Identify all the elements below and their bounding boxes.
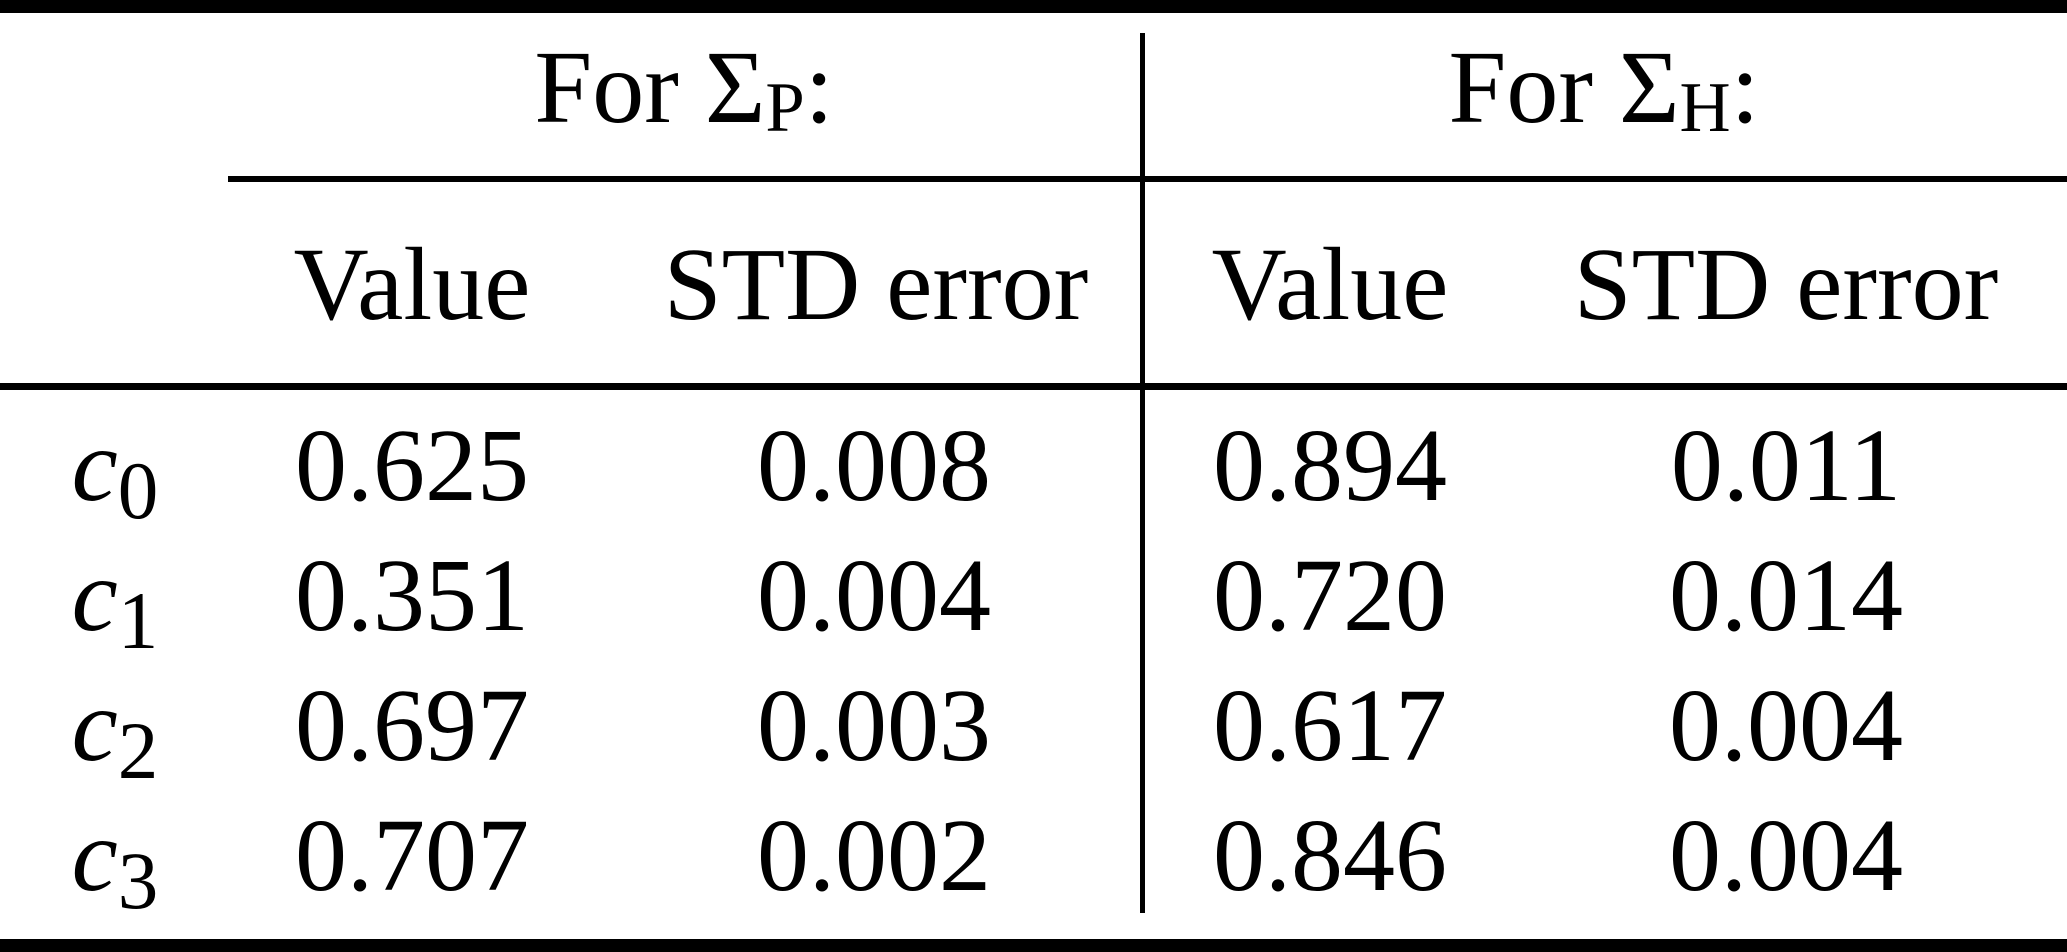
sigma-h-subscript: H xyxy=(1679,69,1731,148)
sigma-p-subscript: P xyxy=(765,69,805,148)
column-header-std-h: STD error xyxy=(1573,227,1999,342)
group-header-sigma-p: For ΣP: xyxy=(534,28,833,149)
row-label-subscript: 0 xyxy=(117,445,159,536)
row-label-base: c xyxy=(71,668,118,783)
row-label-c2: c2 xyxy=(72,666,159,798)
cell-h-value-c0: 0.894 xyxy=(1213,408,1447,523)
group-header-sigma-h: For ΣH: xyxy=(1449,28,1760,149)
row-label-subscript: 2 xyxy=(117,705,159,796)
cell-p-value-c3: 0.707 xyxy=(295,798,529,913)
cell-p-std-c0: 0.008 xyxy=(757,408,991,523)
group-header-colon: : xyxy=(804,30,834,145)
group-header-colon: : xyxy=(1730,30,1760,145)
row-label-base: c xyxy=(71,408,118,523)
cell-h-value-c2: 0.617 xyxy=(1213,668,1447,783)
cell-p-value-c2: 0.697 xyxy=(295,668,529,783)
cell-h-std-c0: 0.011 xyxy=(1670,408,1902,523)
column-header-std-p: STD error xyxy=(663,227,1089,342)
cell-p-value-c1: 0.351 xyxy=(295,538,529,653)
table-top-rule xyxy=(0,0,2067,13)
group-header-text: For Σ xyxy=(1448,30,1680,145)
cell-h-std-c2: 0.004 xyxy=(1669,668,1903,783)
row-label-base: c xyxy=(71,798,118,913)
column-header-value-h: Value xyxy=(1211,227,1449,342)
cell-h-std-c3: 0.004 xyxy=(1669,798,1903,913)
cell-p-std-c3: 0.002 xyxy=(757,798,991,913)
cell-h-value-c3: 0.846 xyxy=(1213,798,1447,913)
column-header-value-p: Value xyxy=(293,227,531,342)
header-separator-rule xyxy=(0,383,2067,390)
cell-h-std-c1: 0.014 xyxy=(1669,538,1903,653)
row-label-c3: c3 xyxy=(72,796,159,928)
cell-h-value-c1: 0.720 xyxy=(1213,538,1447,653)
row-label-subscript: 1 xyxy=(117,575,159,666)
column-divider-line xyxy=(1140,33,1145,913)
cell-p-std-c1: 0.004 xyxy=(757,538,991,653)
row-label-base: c xyxy=(71,538,118,653)
group-header-text: For Σ xyxy=(534,30,766,145)
table-bottom-rule xyxy=(0,939,2067,952)
cell-p-value-c0: 0.625 xyxy=(295,408,529,523)
row-label-subscript: 3 xyxy=(117,835,159,926)
row-label-c1: c1 xyxy=(72,536,159,668)
cell-p-std-c2: 0.003 xyxy=(757,668,991,783)
row-label-c0: c0 xyxy=(72,406,159,538)
group-header-underline xyxy=(228,176,2067,182)
